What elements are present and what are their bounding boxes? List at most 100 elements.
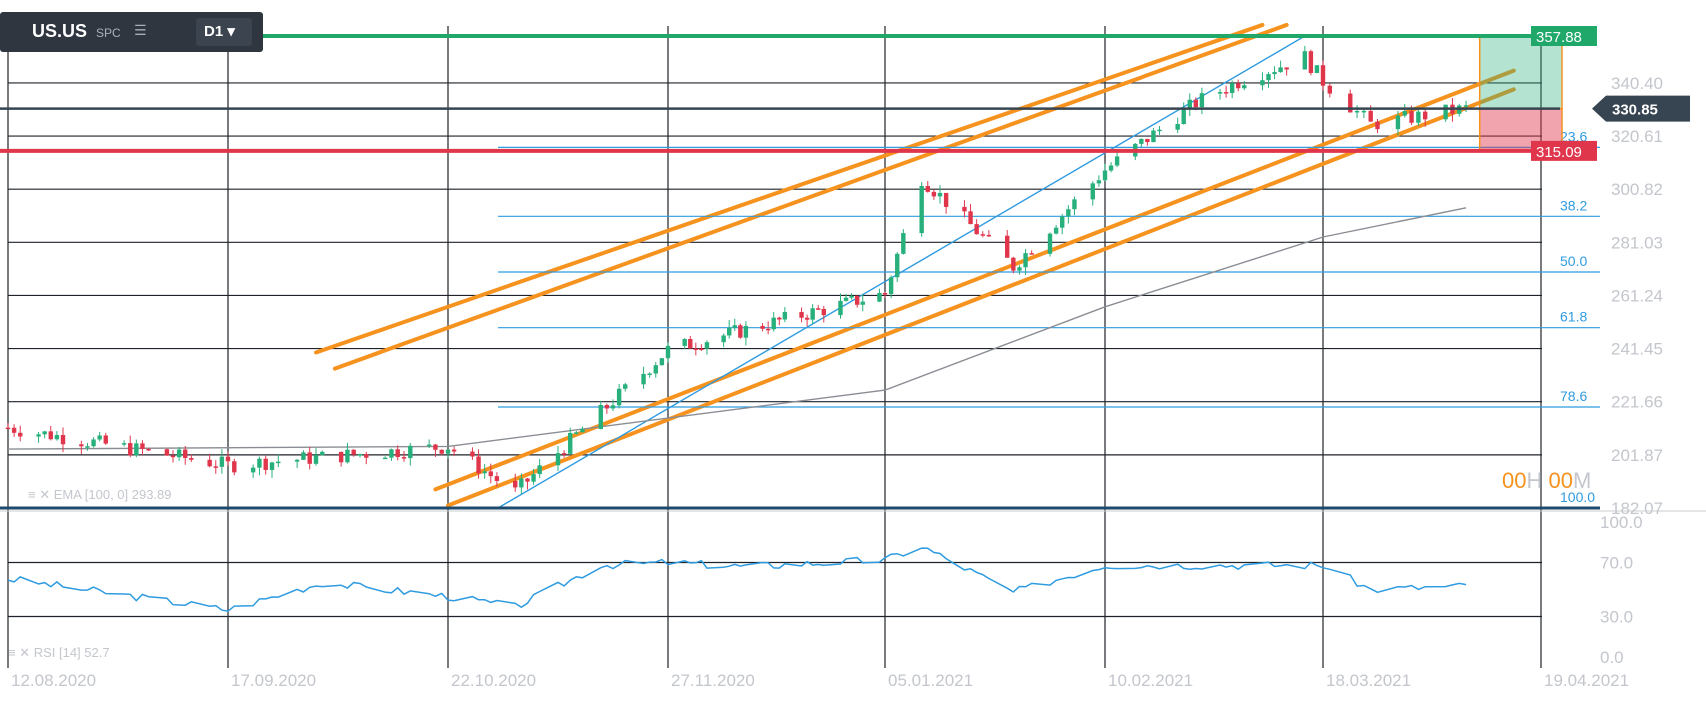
channel-line[interactable]	[314, 22, 1265, 355]
timeframe-label: D1	[204, 23, 224, 40]
candle-body	[647, 373, 652, 376]
fib-level-label: 61.8	[1560, 309, 1587, 325]
candle-body	[445, 449, 451, 454]
candle	[79, 440, 84, 454]
candle-body	[1096, 180, 1102, 184]
symbol-name[interactable]: US.US	[32, 21, 88, 41]
candle-body	[610, 405, 616, 409]
candle	[97, 431, 102, 442]
price-tick-label: 340.40	[1611, 74, 1663, 93]
candle	[470, 447, 475, 460]
candle-body	[257, 458, 262, 468]
candle	[777, 316, 782, 326]
candle-body	[782, 311, 788, 320]
fibonacci-retracement[interactable]: 23.6 38.2 50.0 61.8 78.6 100.0	[497, 35, 1600, 509]
candle-body	[743, 325, 749, 338]
candle	[11, 424, 17, 437]
candle-body	[699, 348, 704, 351]
candle-body	[1348, 93, 1353, 113]
candle	[1266, 72, 1271, 88]
candle-body	[121, 443, 127, 445]
candle-body	[1102, 170, 1108, 181]
candle-body	[294, 459, 300, 462]
candle	[537, 458, 542, 479]
candle-body	[849, 295, 854, 298]
candle-body	[18, 432, 23, 437]
candle-body	[1145, 138, 1150, 143]
candle-body	[843, 297, 849, 301]
candle-body	[721, 335, 726, 343]
candle-body	[925, 186, 930, 192]
candle-body	[1114, 156, 1120, 166]
candle	[250, 464, 256, 478]
hamburger-icon[interactable]: ☰	[134, 22, 147, 38]
candle	[482, 464, 487, 479]
trend-channel[interactable]	[314, 22, 1516, 508]
candle	[653, 361, 658, 378]
take-profit-zone[interactable]	[1478, 35, 1563, 110]
fib-level-label: 50.0	[1560, 253, 1587, 269]
timeframe-dropdown[interactable]: D1 ▾	[196, 18, 252, 46]
candle-body	[1060, 216, 1065, 228]
candle-body	[1090, 183, 1095, 200]
ema-100-line	[7, 207, 1467, 450]
candle-body	[183, 449, 188, 458]
symbol-selector[interactable]: US.US SPC ☰ D1 ▾	[0, 12, 263, 52]
symbol-sub: SPC	[96, 26, 121, 40]
candle-body	[103, 435, 108, 444]
channel-line[interactable]	[446, 87, 1516, 508]
price-tick-label: 261.24	[1611, 286, 1663, 305]
candle	[519, 473, 524, 495]
channel-line[interactable]	[332, 22, 1289, 371]
candle-body	[79, 444, 84, 447]
candle	[18, 425, 23, 442]
candle-body	[777, 317, 782, 320]
date-tick-label: 05.01.2021	[888, 671, 973, 690]
candle	[727, 320, 732, 339]
price-tick-label: 281.03	[1611, 233, 1663, 252]
candle	[301, 450, 306, 461]
price-tick-label: 182.07	[1611, 499, 1663, 518]
candle	[1023, 248, 1028, 275]
candle-body	[1402, 111, 1407, 116]
candle	[1314, 65, 1320, 74]
candle-body	[1005, 235, 1010, 258]
candle-body	[771, 317, 776, 330]
channel-line[interactable]	[433, 68, 1516, 492]
candle	[351, 449, 356, 457]
candle	[263, 455, 268, 475]
candle-body	[1443, 104, 1448, 120]
candle	[1217, 89, 1223, 100]
candle	[338, 451, 344, 467]
candle	[598, 400, 603, 430]
candle-body	[1011, 257, 1016, 271]
candle	[610, 399, 616, 411]
candle-body	[307, 452, 312, 464]
fib-trend-line[interactable]	[497, 35, 1306, 509]
candle-body	[1108, 165, 1114, 171]
candle	[91, 437, 96, 448]
candle	[525, 477, 530, 490]
candle-body	[641, 373, 646, 385]
candle	[1354, 105, 1360, 119]
horizontal-levels[interactable]: 357.88 315.09 330.85	[0, 26, 1690, 510]
candle	[771, 311, 776, 332]
candle-body	[1151, 130, 1156, 143]
price-tick-label: 221.66	[1611, 393, 1663, 412]
candle-body	[531, 474, 536, 482]
candle	[986, 230, 992, 237]
candle	[513, 473, 518, 492]
candle-body	[1327, 85, 1333, 94]
current-price-badge: 330.85	[1592, 95, 1690, 122]
candle-body	[176, 449, 182, 458]
candle	[1375, 118, 1380, 134]
candle	[901, 229, 906, 255]
candle-body	[727, 327, 732, 336]
candle-body	[860, 301, 865, 305]
candle	[183, 446, 188, 465]
candle	[647, 372, 652, 378]
candle-body	[580, 429, 585, 433]
candle	[1422, 109, 1428, 127]
candle	[48, 425, 53, 441]
